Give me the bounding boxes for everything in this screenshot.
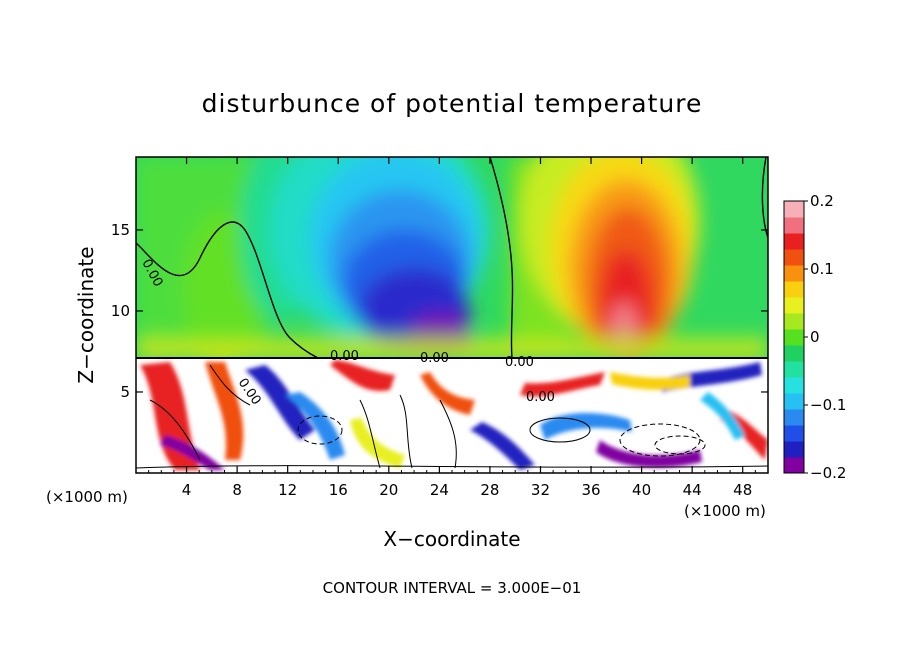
colorbar-swatch xyxy=(784,265,804,282)
x-tick-label: 24 xyxy=(430,481,449,499)
heatmap-upper-field xyxy=(136,157,768,358)
contour-label: 0.00 xyxy=(330,349,359,364)
colorbar-ticks: 0.2 0.1 0 −0.1 −0.2 xyxy=(804,192,846,482)
x-tick-label: 32 xyxy=(531,481,550,499)
colorbar-swatch xyxy=(784,377,804,394)
colorbar-swatch xyxy=(784,233,804,250)
x-tick-label: 12 xyxy=(278,481,297,499)
y-tick-label: 15 xyxy=(111,221,130,239)
heatmap-lower-field xyxy=(136,358,768,473)
x-tick-label: 36 xyxy=(581,481,600,499)
colorbar-swatch xyxy=(784,345,804,362)
y-tick-label: 10 xyxy=(111,302,130,320)
colorbar-tick-label: −0.2 xyxy=(810,464,846,482)
x-unit-label-left: (×1000 m) xyxy=(46,488,128,506)
colorbar-swatch xyxy=(784,425,804,442)
colorbar-swatch xyxy=(784,249,804,266)
colorbar-tick-label: 0 xyxy=(810,328,820,346)
colorbar-swatch xyxy=(784,313,804,330)
y-axis-title: Z−coordinate xyxy=(74,246,98,383)
x-tick-label: 16 xyxy=(329,481,348,499)
colorbar-swatch xyxy=(784,201,804,218)
colorbar-tick-label: 0.1 xyxy=(810,260,834,278)
contour-label: 0.00 xyxy=(505,355,534,370)
x-tick-label: 44 xyxy=(683,481,702,499)
colorbar-swatch xyxy=(784,457,804,474)
contour-label: 0.00 xyxy=(420,351,449,366)
x-tick-label: 40 xyxy=(632,481,651,499)
colorbar-swatch xyxy=(784,217,804,234)
y-axis: 5 10 15 xyxy=(111,221,768,401)
colorbar-swatch xyxy=(784,393,804,410)
colorbar-swatch xyxy=(784,297,804,314)
colorbar-swatch xyxy=(784,441,804,458)
x-axis: 4 8 12 16 20 24 28 32 36 40 44 48 xyxy=(148,157,756,499)
x-tick-label: 8 xyxy=(232,481,242,499)
colorbar-tick-label: −0.1 xyxy=(810,396,846,414)
colorbar-swatch xyxy=(784,281,804,298)
y-tick-label: 5 xyxy=(120,383,130,401)
x-tick-label: 28 xyxy=(480,481,499,499)
x-tick-label: 4 xyxy=(182,481,192,499)
chart-title: disturbunce of potential temperature xyxy=(202,89,703,118)
colorbar-swatch xyxy=(784,329,804,346)
contour-label: 0.00 xyxy=(526,390,555,405)
x-tick-label: 48 xyxy=(733,481,752,499)
x-unit-label-right: (×1000 m) xyxy=(684,502,766,520)
colorbar-swatch xyxy=(784,409,804,426)
x-axis-title: X−coordinate xyxy=(383,527,520,551)
x-tick-label: 20 xyxy=(379,481,398,499)
colorbar-swatch xyxy=(784,361,804,378)
colorbar xyxy=(784,201,804,474)
colorbar-tick-label: 0.2 xyxy=(810,192,834,210)
contour-interval-note: CONTOUR INTERVAL = 3.000E−01 xyxy=(323,579,582,597)
